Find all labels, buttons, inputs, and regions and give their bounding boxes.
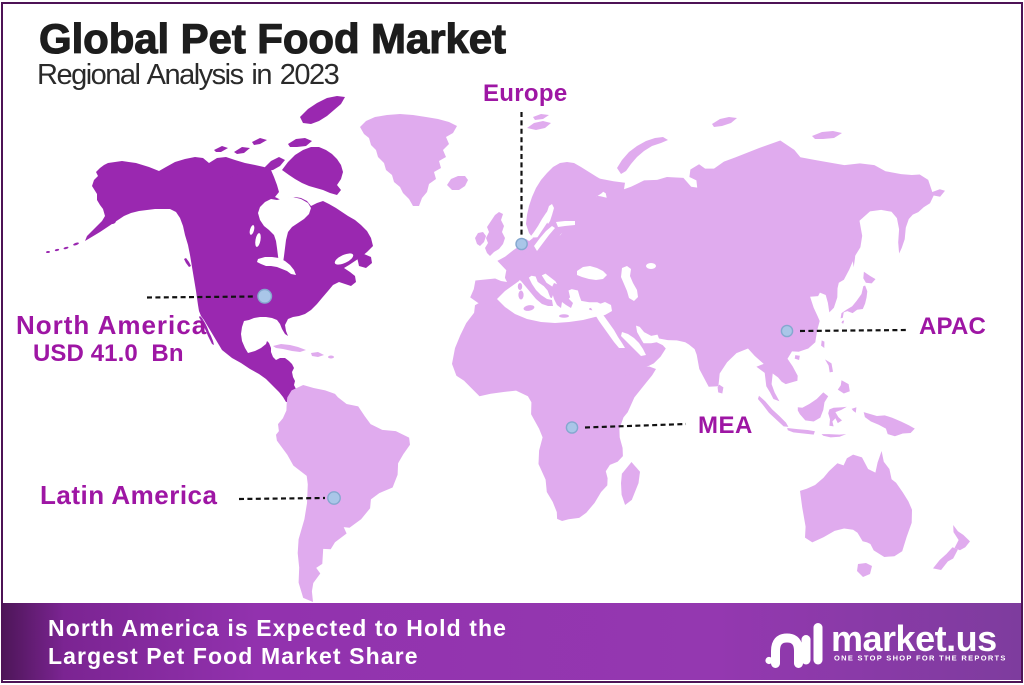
svg-text:market.us: market.us (831, 618, 997, 659)
svg-text:ONE STOP SHOP FOR THE REPORTS: ONE STOP SHOP FOR THE REPORTS (834, 654, 1007, 663)
